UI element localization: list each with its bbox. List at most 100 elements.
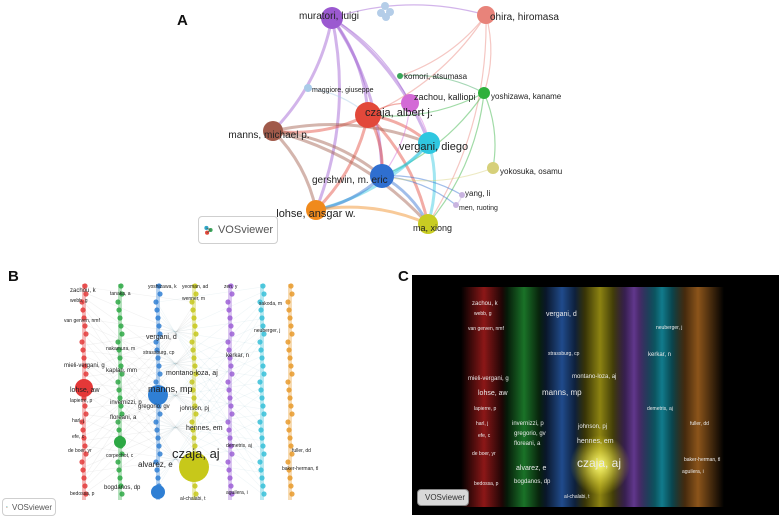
panel-c-label-bogdanos-dp: bogdanos, dp	[514, 479, 551, 485]
network-node	[116, 427, 122, 433]
network-node	[82, 403, 88, 409]
node-gershwin-m-eric[interactable]	[370, 164, 394, 188]
network-node	[286, 387, 292, 393]
network-node	[79, 339, 85, 345]
panel-b-label-strassburg-cp: strassburg, cp	[143, 350, 175, 356]
network-node	[81, 315, 87, 321]
network-node	[83, 291, 89, 297]
minor-network-node	[381, 2, 389, 10]
node-muratori-luigi[interactable]	[321, 7, 343, 29]
node-zachou-kalliopi[interactable]	[401, 94, 419, 112]
node-label-men-ruoting: men, ruoting	[459, 205, 498, 212]
node-men-ruoting[interactable]	[453, 202, 459, 208]
network-node	[288, 483, 294, 489]
network-node	[81, 435, 87, 441]
network-node	[157, 291, 163, 297]
network-node	[261, 291, 267, 297]
network-node	[118, 483, 124, 489]
network-node	[227, 395, 233, 401]
node-ohira-hiromasa[interactable]	[477, 6, 495, 24]
minor-network-node	[382, 13, 390, 21]
network-node	[154, 347, 160, 353]
panel-b-label-kerkar-n: kerkar, n	[226, 353, 249, 359]
network-node	[82, 323, 88, 329]
hub-node[interactable]	[114, 436, 126, 448]
node-manns-michael-p[interactable]	[263, 121, 283, 141]
network-edge	[366, 113, 430, 225]
node-label-lohse-ansgar-w: lohse, ansgar w.	[276, 208, 356, 220]
network-node	[156, 323, 162, 329]
panel-b-label-de-boer-yr: de boer, yr	[68, 448, 92, 454]
panel-b-label-corpechot-c: corpechot, c	[106, 453, 134, 459]
network-node	[257, 419, 263, 425]
panel-b-label-nakamura-m: nakamura, m	[106, 346, 135, 352]
panel-c-label-van-gerven-nmf: van gerven, nmf	[468, 326, 504, 332]
network-node	[193, 331, 199, 337]
panel-c-label-gregorio-gv: gregorio, gv	[514, 431, 546, 437]
network-node	[157, 331, 163, 337]
node-maggiore-giuseppe[interactable]	[304, 84, 312, 92]
hub-node[interactable]	[148, 385, 168, 405]
hub-node[interactable]	[151, 485, 165, 499]
network-node	[228, 323, 234, 329]
panel-a-vosviewer-badge[interactable]: VOSviewer	[198, 216, 278, 244]
panel-b-label-lohse-aw: lohse, aw	[70, 387, 101, 394]
node-label-manns-michael-p: manns, michael p.	[228, 130, 309, 141]
network-node	[259, 355, 265, 361]
node-yang-li[interactable]	[459, 192, 465, 198]
network-node	[83, 491, 89, 497]
panel-c-label-demetris-aj: demetris, aj	[647, 406, 673, 412]
panel-c-label-harl-j: harl, j	[476, 421, 488, 427]
panel-b-vosviewer-badge[interactable]: VOSviewer	[2, 498, 56, 516]
panel-c-label-montano-loza-aj: montano-loza, aj	[572, 374, 616, 380]
density-band	[502, 287, 546, 507]
node-lohse-ansgar-w[interactable]	[306, 200, 326, 220]
panel-c-label-efe-c: efe, c	[478, 433, 491, 439]
network-node	[82, 363, 88, 369]
network-node	[155, 475, 161, 481]
panel-b-density-labels: B zachou, k webb, g van gerven, nmf mieli-v…	[0, 262, 400, 520]
panel-b-label-webb-g: webb, g	[70, 298, 88, 304]
node-yoshizawa-kaname[interactable]	[478, 87, 490, 99]
network-node	[82, 283, 88, 289]
panel-c-label-al-chalabi-t: al-chalabi, t	[564, 494, 590, 500]
network-node	[82, 443, 88, 449]
node-label-ohira-hiromasa: ohira, hiromasa	[490, 12, 559, 23]
network-node	[156, 443, 162, 449]
panel-b-label-baker-herman-tl: baker-herman, tl	[282, 466, 318, 472]
network-node	[189, 339, 195, 345]
node-czaja-albert-j[interactable]	[355, 102, 381, 128]
network-node	[286, 347, 292, 353]
network-node	[261, 371, 267, 377]
node-yokosuka-osamu[interactable]	[487, 162, 499, 174]
density-band	[672, 287, 724, 507]
network-node	[115, 339, 121, 345]
network-node	[154, 467, 160, 473]
node-vergani-diego[interactable]	[418, 132, 440, 154]
network-node	[228, 363, 234, 369]
network-node	[226, 347, 232, 353]
network-node	[193, 291, 199, 297]
panel-c-vosviewer-badge[interactable]: VOSviewer	[417, 489, 469, 506]
network-node	[118, 403, 124, 409]
network-node	[288, 363, 294, 369]
node-komori-atsumasa[interactable]	[397, 73, 403, 79]
network-node	[287, 435, 293, 441]
node-ma-xiong[interactable]	[418, 214, 438, 234]
network-node	[227, 475, 233, 481]
network-node	[118, 323, 124, 329]
network-node	[226, 467, 232, 473]
network-node	[157, 371, 163, 377]
panel-b-label-vergani-d: vergani, d	[146, 334, 177, 341]
network-node	[192, 283, 198, 289]
node-label-maggiore-giuseppe: maggiore, giuseppe	[312, 87, 374, 94]
hub-node[interactable]	[179, 452, 209, 482]
hub-node[interactable]	[75, 379, 93, 397]
vosviewer-logo-icon	[204, 225, 213, 235]
network-node	[153, 299, 159, 305]
network-node	[288, 443, 294, 449]
panel-c-label-zachou-k: zachou, k	[472, 301, 499, 307]
network-node	[155, 435, 161, 441]
panel-c-label-invernizzi-p: invernizzi, p	[512, 421, 544, 427]
panel-b-label-invernizzi-p: invernizzi, p	[110, 400, 142, 406]
